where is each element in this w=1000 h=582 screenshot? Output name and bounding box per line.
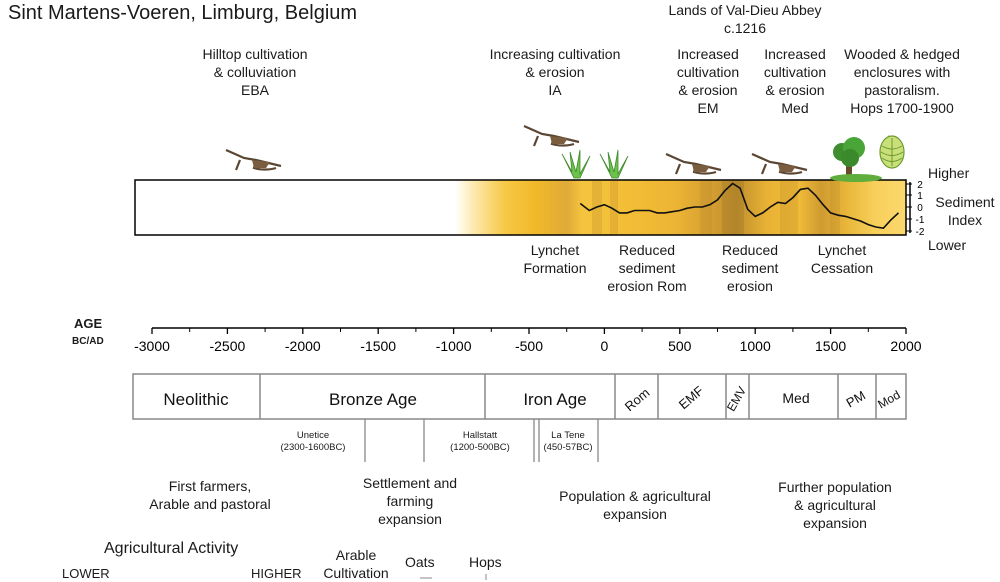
axis-tick-label: 500 <box>668 338 692 354</box>
subperiod-hallstatt: Hallstatt (1200-500BC) <box>450 430 510 453</box>
activity-higher-label: HIGHER <box>251 566 302 581</box>
plough-icon <box>523 124 580 147</box>
axis-tick-label: 1500 <box>815 338 846 354</box>
period-iron-age: Iron Age <box>523 390 586 409</box>
activity-marks <box>420 574 487 580</box>
note-further-population: Further population & agricultural expans… <box>778 479 892 531</box>
axis-tick-label: -1500 <box>360 338 396 354</box>
age-axis: -3000 -2500 -2000 -1500 -1000 -500 0 500 1000 150… <box>134 327 922 354</box>
axis-tick-label: -1000 <box>436 338 472 354</box>
activity-hops-label: Hops <box>469 554 502 570</box>
grass-icon <box>599 149 629 179</box>
sediment-tick-label: -2 <box>916 227 925 238</box>
grass-icon <box>561 149 591 179</box>
sediment-higher-label: Higher <box>928 165 970 181</box>
diagram-title: Sint Martens-Voeren, Limburg, Belgium <box>8 2 358 24</box>
bcad-label: BC/AD <box>72 336 104 347</box>
note-first-farmers: First farmers, Arable and pastoral <box>149 478 271 512</box>
axis-tick-label: -2500 <box>209 338 245 354</box>
axis-tick-label: -500 <box>515 338 543 354</box>
agricultural-activity-title: Agricultural Activity <box>104 540 239 557</box>
event-val-dieu-abbey: Lands of Val-Dieu Abbey c.1216 <box>668 2 822 36</box>
subperiod-latene: La Tene (450-57BC) <box>543 430 593 453</box>
period-bronze-age: Bronze Age <box>329 390 417 409</box>
axis-tick-label: 2000 <box>890 338 921 354</box>
plough-icon <box>225 148 282 171</box>
sediment-tick-label: 0 <box>917 203 923 214</box>
note-settlement: Settlement and farming expansion <box>362 475 458 527</box>
plough-icon <box>665 152 722 175</box>
event-increased-cultivation-med: Increased cultivation & erosion Med <box>763 46 827 116</box>
note-population: Population & agricultural expansion <box>559 488 711 522</box>
activity-arable-label: Arable Cultivation <box>323 547 389 581</box>
subperiod-brackets <box>364 419 599 462</box>
hop-cone-icon <box>879 135 905 169</box>
sediment-tick-label: 2 <box>917 180 923 191</box>
plough-icon <box>751 152 808 175</box>
activity-oats-label: Oats <box>405 554 435 570</box>
axis-tick-label: -3000 <box>134 338 170 354</box>
event-wooded-enclosures: Wooded & hedged enclosures with pastoral… <box>844 46 960 116</box>
sediment-axis: 2 1 0 -1 -2 <box>906 180 925 238</box>
period-med: Med <box>782 390 809 406</box>
sediment-lower-label: Lower <box>928 237 967 253</box>
sediment-tick-label: -1 <box>916 215 925 226</box>
axis-tick-label: 1000 <box>740 338 771 354</box>
tree-icon <box>830 137 882 182</box>
event-hilltop-cultivation: Hilltop cultivation & colluviation EBA <box>202 46 308 98</box>
event-increased-cultivation-em: Increased cultivation & erosion EM <box>676 46 740 116</box>
event-increasing-cultivation: Increasing cultivation & erosion IA <box>489 46 621 98</box>
sediment-index-curve <box>579 182 900 230</box>
period-frame <box>132 373 907 420</box>
note-lynchet-formation: Lynchet Formation <box>523 242 587 276</box>
axis-tick-label: 0 <box>601 338 609 354</box>
activity-lower-label: LOWER <box>62 566 110 581</box>
sediment-tick-label: 1 <box>917 191 923 202</box>
note-reduced-erosion: Reduced sediment erosion <box>721 242 779 294</box>
subperiod-unetice: Unetice (2300-1600BC) <box>280 430 346 453</box>
note-lynchet-cessation: Lynchet Cessation <box>810 242 874 276</box>
sediment-index-label: Sediment Index <box>935 194 995 228</box>
period-neolithic: Neolithic <box>163 390 229 409</box>
age-label: AGE <box>74 316 103 331</box>
sediment-band <box>134 179 907 236</box>
note-reduced-rom: Reduced sediment erosion Rom <box>607 242 687 294</box>
period-boxes <box>132 373 907 420</box>
axis-tick-label: -2000 <box>285 338 321 354</box>
